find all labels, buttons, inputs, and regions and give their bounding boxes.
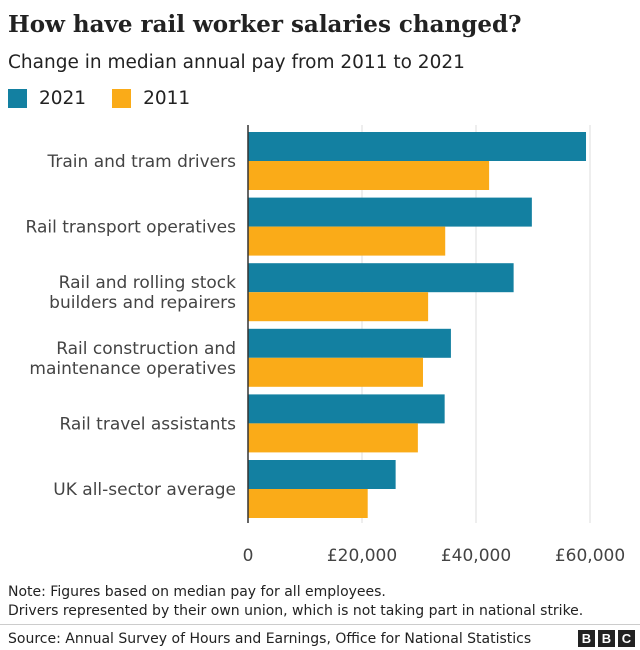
bar-2021-2 [248,263,514,293]
note-line-1: Note: Figures based on median pay for al… [8,584,386,600]
legend-item-2011: 2011 [112,88,190,109]
legend-item-2021: 2021 [8,88,86,109]
note-line-2: Drivers represented by their own union, … [8,603,584,619]
footer-divider [0,624,640,625]
bar-2011-3 [248,357,423,387]
bar-2021-1 [248,197,532,227]
category-label-line: Rail and rolling stock [59,273,237,293]
category-label-line: Rail travel assistants [59,414,236,434]
bar-2011-4 [248,423,418,453]
category-label-0: Train and tram drivers [47,152,237,172]
category-label-1: Rail transport operatives [26,218,237,238]
bar-2011-5 [248,489,368,518]
source-text: Source: Annual Survey of Hours and Earni… [8,631,532,647]
category-label-line: maintenance operatives [29,359,236,379]
bbc-logo: B B C [575,630,635,647]
bar-chart: 0 £20,000 £40,000 £60,000 Train and tram dri… [26,125,625,566]
bbc-logo-block-1: B [578,630,595,647]
x-tick-label: £20,000 [327,546,397,566]
legend-label-2011: 2011 [143,87,191,109]
category-label-3: Rail construction and maintenance operati… [29,339,236,379]
category-label-line: Rail transport operatives [26,218,237,238]
legend-swatch-2011 [112,88,132,108]
category-label-line: builders and repairers [49,293,236,313]
bar-2021-3 [248,328,451,358]
bar-2021-4 [248,394,445,424]
bar-2011-2 [248,292,429,322]
bar-2011-1 [248,226,446,256]
legend-swatch-2021 [8,88,27,108]
legend-label-2021: 2021 [39,87,87,109]
bbc-logo-block-3: C [618,630,635,647]
chart-subtitle: Change in median annual pay from 2011 to… [8,52,465,73]
bar-2021-0 [248,132,587,161]
bar-2021-5 [248,460,396,489]
bar-2011-0 [248,161,490,190]
category-label-4: Rail travel assistants [59,414,236,434]
category-label-line: UK all-sector average [53,480,236,500]
category-label-line: Rail construction and [56,339,236,359]
bbc-logo-block-2: B [598,630,615,647]
legend: 2021 2011 [8,85,216,111]
chart-note: Note: Figures based on median pay for al… [8,583,583,621]
x-tick-label: £60,000 [555,546,625,566]
category-label-5: UK all-sector average [53,480,236,500]
chart-title: How have rail worker salaries changed? [8,11,522,38]
x-tick-label: £40,000 [441,546,511,566]
category-label-line: Train and tram drivers [47,152,237,172]
category-label-2: Rail and rolling stock builders and repai… [49,273,236,313]
x-tick-label: 0 [243,546,254,566]
